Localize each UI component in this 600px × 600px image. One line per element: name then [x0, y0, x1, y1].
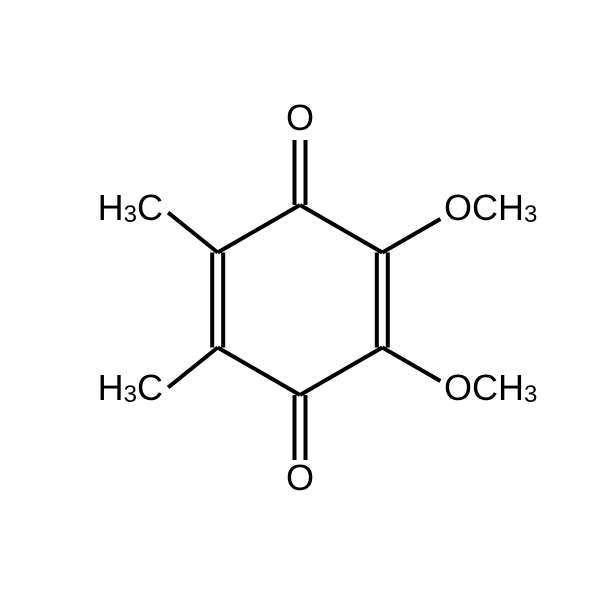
- bond-c2-o: [382, 219, 440, 253]
- bond-c3-c4: [300, 348, 382, 396]
- label-h3c-upper: H3C: [98, 187, 163, 229]
- bond-c5-ch3: [168, 348, 218, 388]
- bond-c3-o: [382, 348, 440, 382]
- label-och3-upper: OCH3: [444, 187, 537, 229]
- bond-c6-ch3: [168, 213, 218, 253]
- label-och3-lower: OCH3: [444, 367, 537, 409]
- atom-o-bottom: O: [286, 457, 314, 498]
- atom-o-top: O: [286, 97, 314, 138]
- molecule-diagram: O O OCH3 OCH3 H3C H3C: [0, 0, 600, 600]
- bond-c4-c5: [218, 348, 300, 396]
- bond-c1-c2: [300, 205, 382, 253]
- bond-c1-c6: [218, 205, 300, 253]
- label-h3c-lower: H3C: [98, 367, 163, 409]
